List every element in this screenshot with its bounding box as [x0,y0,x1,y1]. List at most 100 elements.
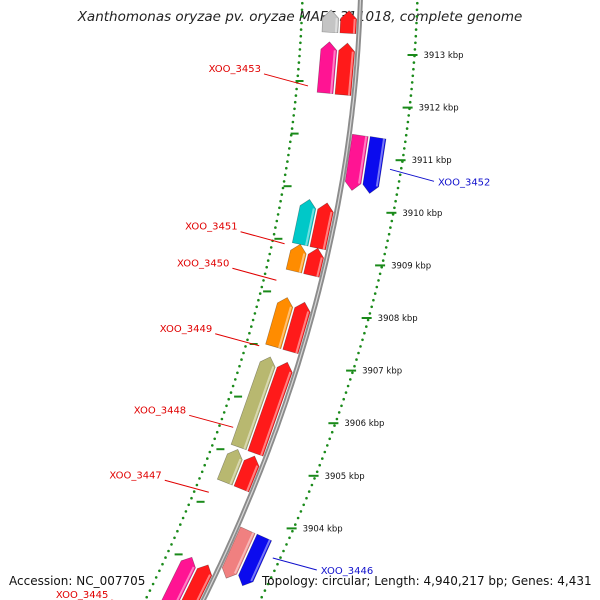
guide-dot [280,193,284,196]
guide-dot [291,529,294,533]
guide-dot [395,193,399,196]
guide-dot [242,351,245,355]
guide-dot [151,582,155,586]
guide-dot [154,576,158,579]
guide-dot [412,67,415,71]
scale-labels: 3913 kbp 3912 kbp 3911 kbp 3910 kbp 3909 kbp… [303,51,464,534]
guide-dot [377,279,380,282]
guide-dot [279,199,282,203]
guide-dot [250,325,253,328]
gene-arrow [221,526,256,579]
label-leader [263,73,309,87]
gene-arrow [291,198,317,247]
guide-dot [397,180,401,183]
guide-dot [390,219,394,223]
gene-unlabeled [321,9,358,35]
genome-summary: Topology: circular; Length: 4,940,217 bp… [262,574,592,588]
guide-dot [285,543,288,546]
guide-dot [293,107,296,111]
gene-arrow [321,9,340,34]
gene-arrow [339,10,358,35]
guide-dot [351,371,354,375]
guide-dot [276,213,280,216]
guide-dot [370,305,374,309]
guide-dot [353,364,356,368]
scale-label: 3907 kbp [362,367,402,377]
guide-dot [288,536,291,540]
gene-xoo_3447 [216,449,260,493]
guide-dot [285,166,288,170]
guide-dot [402,153,405,157]
guide-dot [281,186,285,190]
guide-dot [272,232,276,236]
guide-dot [231,384,235,388]
gene-arrow [334,42,356,96]
map-title: Xanthomonas oryzae pv. oryzae MAFF 31101… [77,9,523,25]
guide-dot [393,206,396,210]
gene-arrow-highlight [176,566,195,600]
guide-dot [167,549,170,553]
guide-dot [349,378,352,381]
guide-dot [164,556,167,559]
guide-dot [203,463,206,467]
dotted-guide-right [260,1,419,599]
gene-xoo_3453 [316,41,356,96]
guide-dot [240,358,243,361]
gene-label-left: XOO_3449 [160,324,212,335]
gene-label-left: XOO_3450 [177,258,229,269]
gene-arrow-highlight [330,50,336,94]
guide-dot [333,424,336,427]
gene-arrow-highlight [334,18,338,33]
guide-dot [375,285,379,289]
scale-label: 3908 kbp [378,314,418,324]
guide-dot [222,411,226,414]
gene-arrow-highlight [233,532,255,574]
guide-dot [410,87,413,91]
guide-dot [415,8,419,12]
guide-dot [195,483,199,487]
gene-labels: XOO_3453 XOO_3452 XOO_3451 XOO_3450 XOO_3449… [56,64,490,600]
guide-dot [257,298,260,302]
guide-dot [299,41,302,45]
guide-dot [318,463,322,467]
guide-dot [198,477,201,480]
guide-dot [359,345,362,348]
guide-dot [400,166,403,170]
gene-arrow [303,247,325,278]
guide-dot [276,562,279,566]
guide-dot [145,595,148,599]
guide-dot [225,404,228,408]
guide-dot [260,595,264,599]
guide-dot [366,318,370,322]
guide-dot [266,582,270,586]
guide-dot [387,232,391,236]
label-leader [232,267,277,281]
guide-dot [405,127,409,130]
guide-dot [407,114,411,117]
guide-dot [255,305,258,309]
gene-arrow [316,41,338,95]
gene-arrow-highlight [358,136,368,184]
gene-xoo_3450 [285,243,325,278]
guide-dot [386,239,389,243]
scale-label: 3906 kbp [344,419,384,429]
guide-dot [302,503,306,507]
guide-dot [414,28,418,31]
gene-arrow-highlight [260,371,292,456]
guide-dot [323,450,327,454]
gene-xoo_3446 [221,526,272,587]
guide-dot [287,153,290,157]
gene-arrow [161,556,196,600]
guide-dot [335,417,339,421]
guide-dot [394,199,397,203]
scale-label: 3911 kbp [412,156,452,166]
gene-arrow [216,449,243,486]
guide-dot [355,358,358,361]
guide-dot [298,54,301,58]
guide-dot [398,173,402,177]
guide-dot [305,496,308,500]
guide-dot [301,1,304,5]
gene-arrow-highlight [305,208,315,246]
guide-dot [263,589,267,592]
guide-dot [211,444,214,447]
